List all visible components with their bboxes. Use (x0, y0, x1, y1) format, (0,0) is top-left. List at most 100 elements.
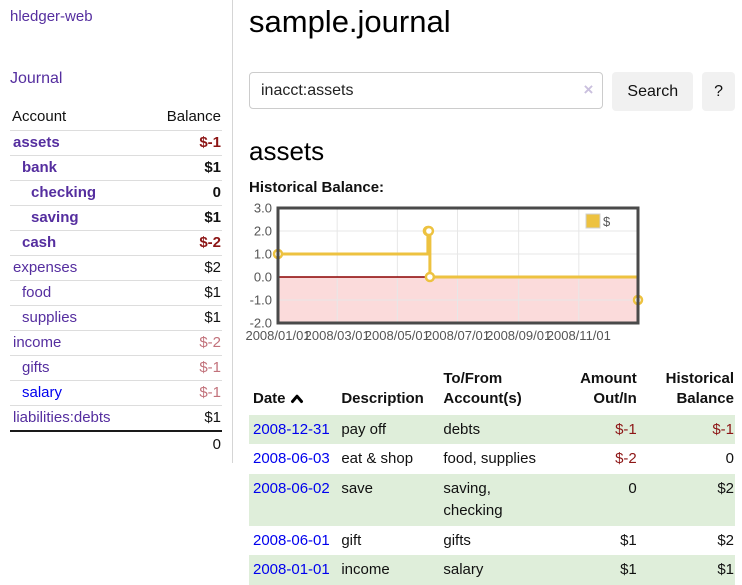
account-link[interactable]: food (10, 284, 51, 301)
account-balance: $1 (145, 281, 222, 306)
svg-text:2008/09/01: 2008/09/01 (486, 328, 551, 343)
chart-title: Historical Balance: (249, 179, 735, 196)
account-balance: 0 (145, 181, 222, 206)
register-header-balance: Historical Balance (638, 367, 735, 415)
account-heading: assets (249, 136, 735, 167)
register-header-description: Description (341, 367, 443, 415)
account-link[interactable]: gifts (10, 359, 50, 376)
account-row: income $-2 (10, 331, 222, 356)
transaction-description: gift (341, 526, 443, 556)
svg-text:2008/01/01: 2008/01/01 (245, 328, 310, 343)
accounts-header-account: Account (10, 104, 145, 131)
account-balance: $-2 (145, 231, 222, 256)
register-row: 2008-01-01 income salary $1 $1 (249, 555, 735, 585)
account-row: checking 0 (10, 181, 222, 206)
account-balance: $-1 (145, 381, 222, 406)
main-content: sample.journal × Search ? assets Histori… (233, 0, 742, 585)
account-balance: $1 (145, 306, 222, 331)
transaction-balance: 0 (638, 444, 735, 474)
svg-text:2008/03/01: 2008/03/01 (305, 328, 370, 343)
accounts-table: Account Balance assets $-1 bank $1 check… (10, 104, 222, 457)
account-link[interactable]: assets (10, 134, 60, 151)
accounts-total: 0 (145, 431, 222, 457)
account-row: saving $1 (10, 206, 222, 231)
sort-asc-icon (290, 393, 304, 404)
transaction-balance: $-1 (638, 415, 735, 445)
search-button[interactable]: Search (612, 72, 693, 111)
svg-text:2008/11/01: 2008/11/01 (547, 328, 611, 343)
brand-link[interactable]: hledger-web (10, 8, 93, 25)
transaction-amount: $1 (555, 526, 638, 556)
account-link[interactable]: cash (10, 234, 56, 251)
account-link[interactable]: liabilities:debts (10, 409, 111, 426)
register-table: Date Description To/From Account(s) Amou… (249, 367, 735, 585)
svg-text:3.0: 3.0 (254, 201, 272, 216)
register-row: 2008-06-03 eat & shop food, supplies $-2… (249, 444, 735, 474)
svg-text:-1.0: -1.0 (250, 293, 272, 308)
account-row: salary $-1 (10, 381, 222, 406)
svg-text:2.0: 2.0 (254, 224, 272, 239)
transaction-description: eat & shop (341, 444, 443, 474)
svg-text:2008/07/01: 2008/07/01 (425, 328, 490, 343)
register-header-accounts: To/From Account(s) (443, 367, 555, 415)
accounts-tbody: assets $-1 bank $1 checking 0 saving $1 … (10, 131, 222, 432)
account-link[interactable]: salary (10, 384, 62, 401)
account-link[interactable]: bank (10, 159, 57, 176)
account-row: food $1 (10, 281, 222, 306)
account-balance: $2 (145, 256, 222, 281)
account-link[interactable]: supplies (10, 309, 77, 326)
account-row: assets $-1 (10, 131, 222, 156)
account-balance: $1 (145, 406, 222, 432)
register-tbody: 2008-12-31 pay off debts $-1 $-1 2008-06… (249, 415, 735, 585)
svg-text:2008/05/01: 2008/05/01 (365, 328, 430, 343)
register-row: 2008-06-01 gift gifts $1 $2 (249, 526, 735, 556)
transaction-balance: $2 (638, 474, 735, 526)
search-box: × (249, 72, 603, 111)
brand: hledger-web (10, 8, 222, 26)
account-link[interactable]: expenses (10, 259, 77, 276)
accounts-header-balance: Balance (145, 104, 222, 131)
page-title: sample.journal (249, 4, 735, 40)
accounts-total-row: 0 (10, 431, 222, 457)
account-row: expenses $2 (10, 256, 222, 281)
transaction-date-link[interactable]: 2008-06-03 (253, 450, 330, 467)
account-link[interactable]: checking (10, 184, 96, 201)
svg-text:0.0: 0.0 (254, 270, 272, 285)
balance-chart: $3.02.01.00.0-1.0-2.02008/01/012008/03/0… (246, 205, 642, 351)
account-row: liabilities:debts $1 (10, 406, 222, 432)
register-row: 2008-06-02 save saving, checking 0 $2 (249, 474, 735, 526)
transaction-description: pay off (341, 415, 443, 445)
transaction-date-link[interactable]: 2008-06-01 (253, 532, 330, 549)
account-balance: $1 (145, 156, 222, 181)
sidebar: hledger-web Journal Account Balance asse… (0, 0, 233, 463)
transaction-accounts: saving, checking (443, 474, 555, 526)
sidebar-item-journal[interactable]: Journal (10, 70, 62, 87)
transaction-description: income (341, 555, 443, 585)
clear-search-icon[interactable]: × (583, 80, 593, 100)
transaction-balance: $2 (638, 526, 735, 556)
account-link[interactable]: saving (10, 209, 79, 226)
account-balance: $1 (145, 206, 222, 231)
account-row: gifts $-1 (10, 356, 222, 381)
transaction-date-link[interactable]: 2008-06-02 (253, 480, 330, 497)
transaction-date-link[interactable]: 2008-01-01 (253, 561, 330, 578)
account-link[interactable]: income (10, 334, 61, 351)
account-row: bank $1 (10, 156, 222, 181)
help-button[interactable]: ? (702, 72, 735, 111)
transaction-amount: 0 (555, 474, 638, 526)
account-row: cash $-2 (10, 231, 222, 256)
search-input[interactable] (249, 72, 603, 109)
account-balance: $-2 (145, 331, 222, 356)
transaction-amount: $-2 (555, 444, 638, 474)
account-balance: $-1 (145, 356, 222, 381)
svg-text:1.0: 1.0 (254, 247, 272, 262)
account-balance: $-1 (145, 131, 222, 156)
accounts-header-row: Account Balance (10, 104, 222, 131)
transaction-accounts: gifts (443, 526, 555, 556)
svg-text:$: $ (603, 214, 611, 229)
transaction-accounts: food, supplies (443, 444, 555, 474)
transaction-date-link[interactable]: 2008-12-31 (253, 421, 330, 438)
register-header-date[interactable]: Date (249, 367, 341, 415)
transaction-amount: $-1 (555, 415, 638, 445)
